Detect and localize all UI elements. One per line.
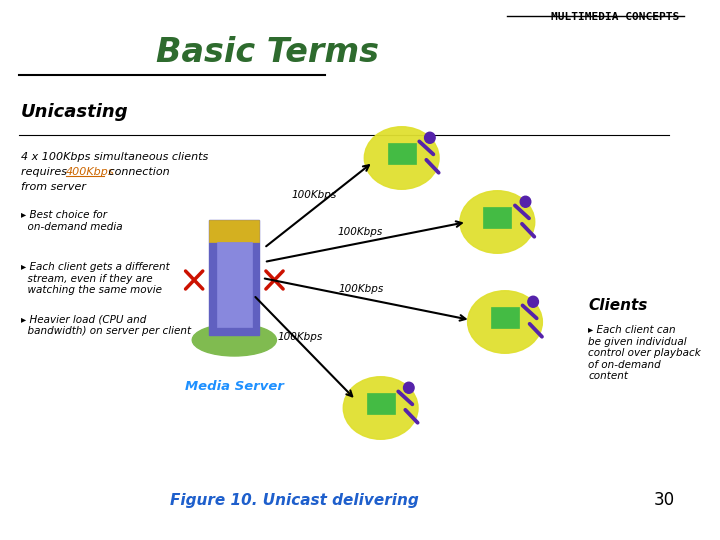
Bar: [366, 393, 395, 414]
Bar: [387, 143, 415, 164]
Text: ▸ Best choice for
  on-demand media: ▸ Best choice for on-demand media: [21, 210, 122, 232]
Text: 100Kbps: 100Kbps: [338, 227, 383, 237]
Text: Unicasting: Unicasting: [21, 103, 129, 121]
Ellipse shape: [364, 127, 439, 190]
Bar: [210, 220, 259, 335]
Ellipse shape: [467, 291, 542, 353]
Text: 100Kbps: 100Kbps: [277, 333, 323, 342]
Text: Basic Terms: Basic Terms: [156, 36, 379, 69]
Text: MULTIMEDIA CONCEPTS: MULTIMEDIA CONCEPTS: [551, 12, 679, 22]
Text: 100Kbps: 100Kbps: [291, 190, 336, 200]
Text: ▸ Each client gets a different
  stream, even if they are
  watching the same mo: ▸ Each client gets a different stream, e…: [21, 262, 170, 295]
Bar: [217, 242, 251, 327]
Text: 400Kbps: 400Kbps: [66, 167, 114, 177]
Text: ▸ Each client can
be given individual
control over playback
of on-demand
content: ▸ Each client can be given individual co…: [588, 325, 701, 381]
Text: ▸ Heavier load (CPU and
  bandwidth) on server per client: ▸ Heavier load (CPU and bandwidth) on se…: [21, 314, 192, 335]
Ellipse shape: [425, 132, 435, 143]
Text: Figure 10. Unicast delivering: Figure 10. Unicast delivering: [170, 492, 419, 508]
Text: 4 x 100Kbps simultaneous clients: 4 x 100Kbps simultaneous clients: [21, 152, 208, 162]
Text: Media Server: Media Server: [185, 380, 284, 393]
Text: from server: from server: [21, 182, 86, 192]
Bar: [491, 307, 519, 328]
Bar: [210, 220, 259, 242]
Ellipse shape: [528, 296, 539, 307]
Ellipse shape: [343, 377, 418, 439]
Bar: [483, 207, 511, 227]
Text: connection: connection: [105, 167, 170, 177]
Text: Clients: Clients: [588, 298, 647, 313]
Text: 100Kbps: 100Kbps: [339, 284, 384, 294]
Text: requires: requires: [21, 167, 71, 177]
Ellipse shape: [192, 324, 276, 356]
Text: 30: 30: [654, 491, 675, 509]
Ellipse shape: [403, 382, 414, 393]
Ellipse shape: [521, 196, 531, 207]
Ellipse shape: [460, 191, 535, 253]
